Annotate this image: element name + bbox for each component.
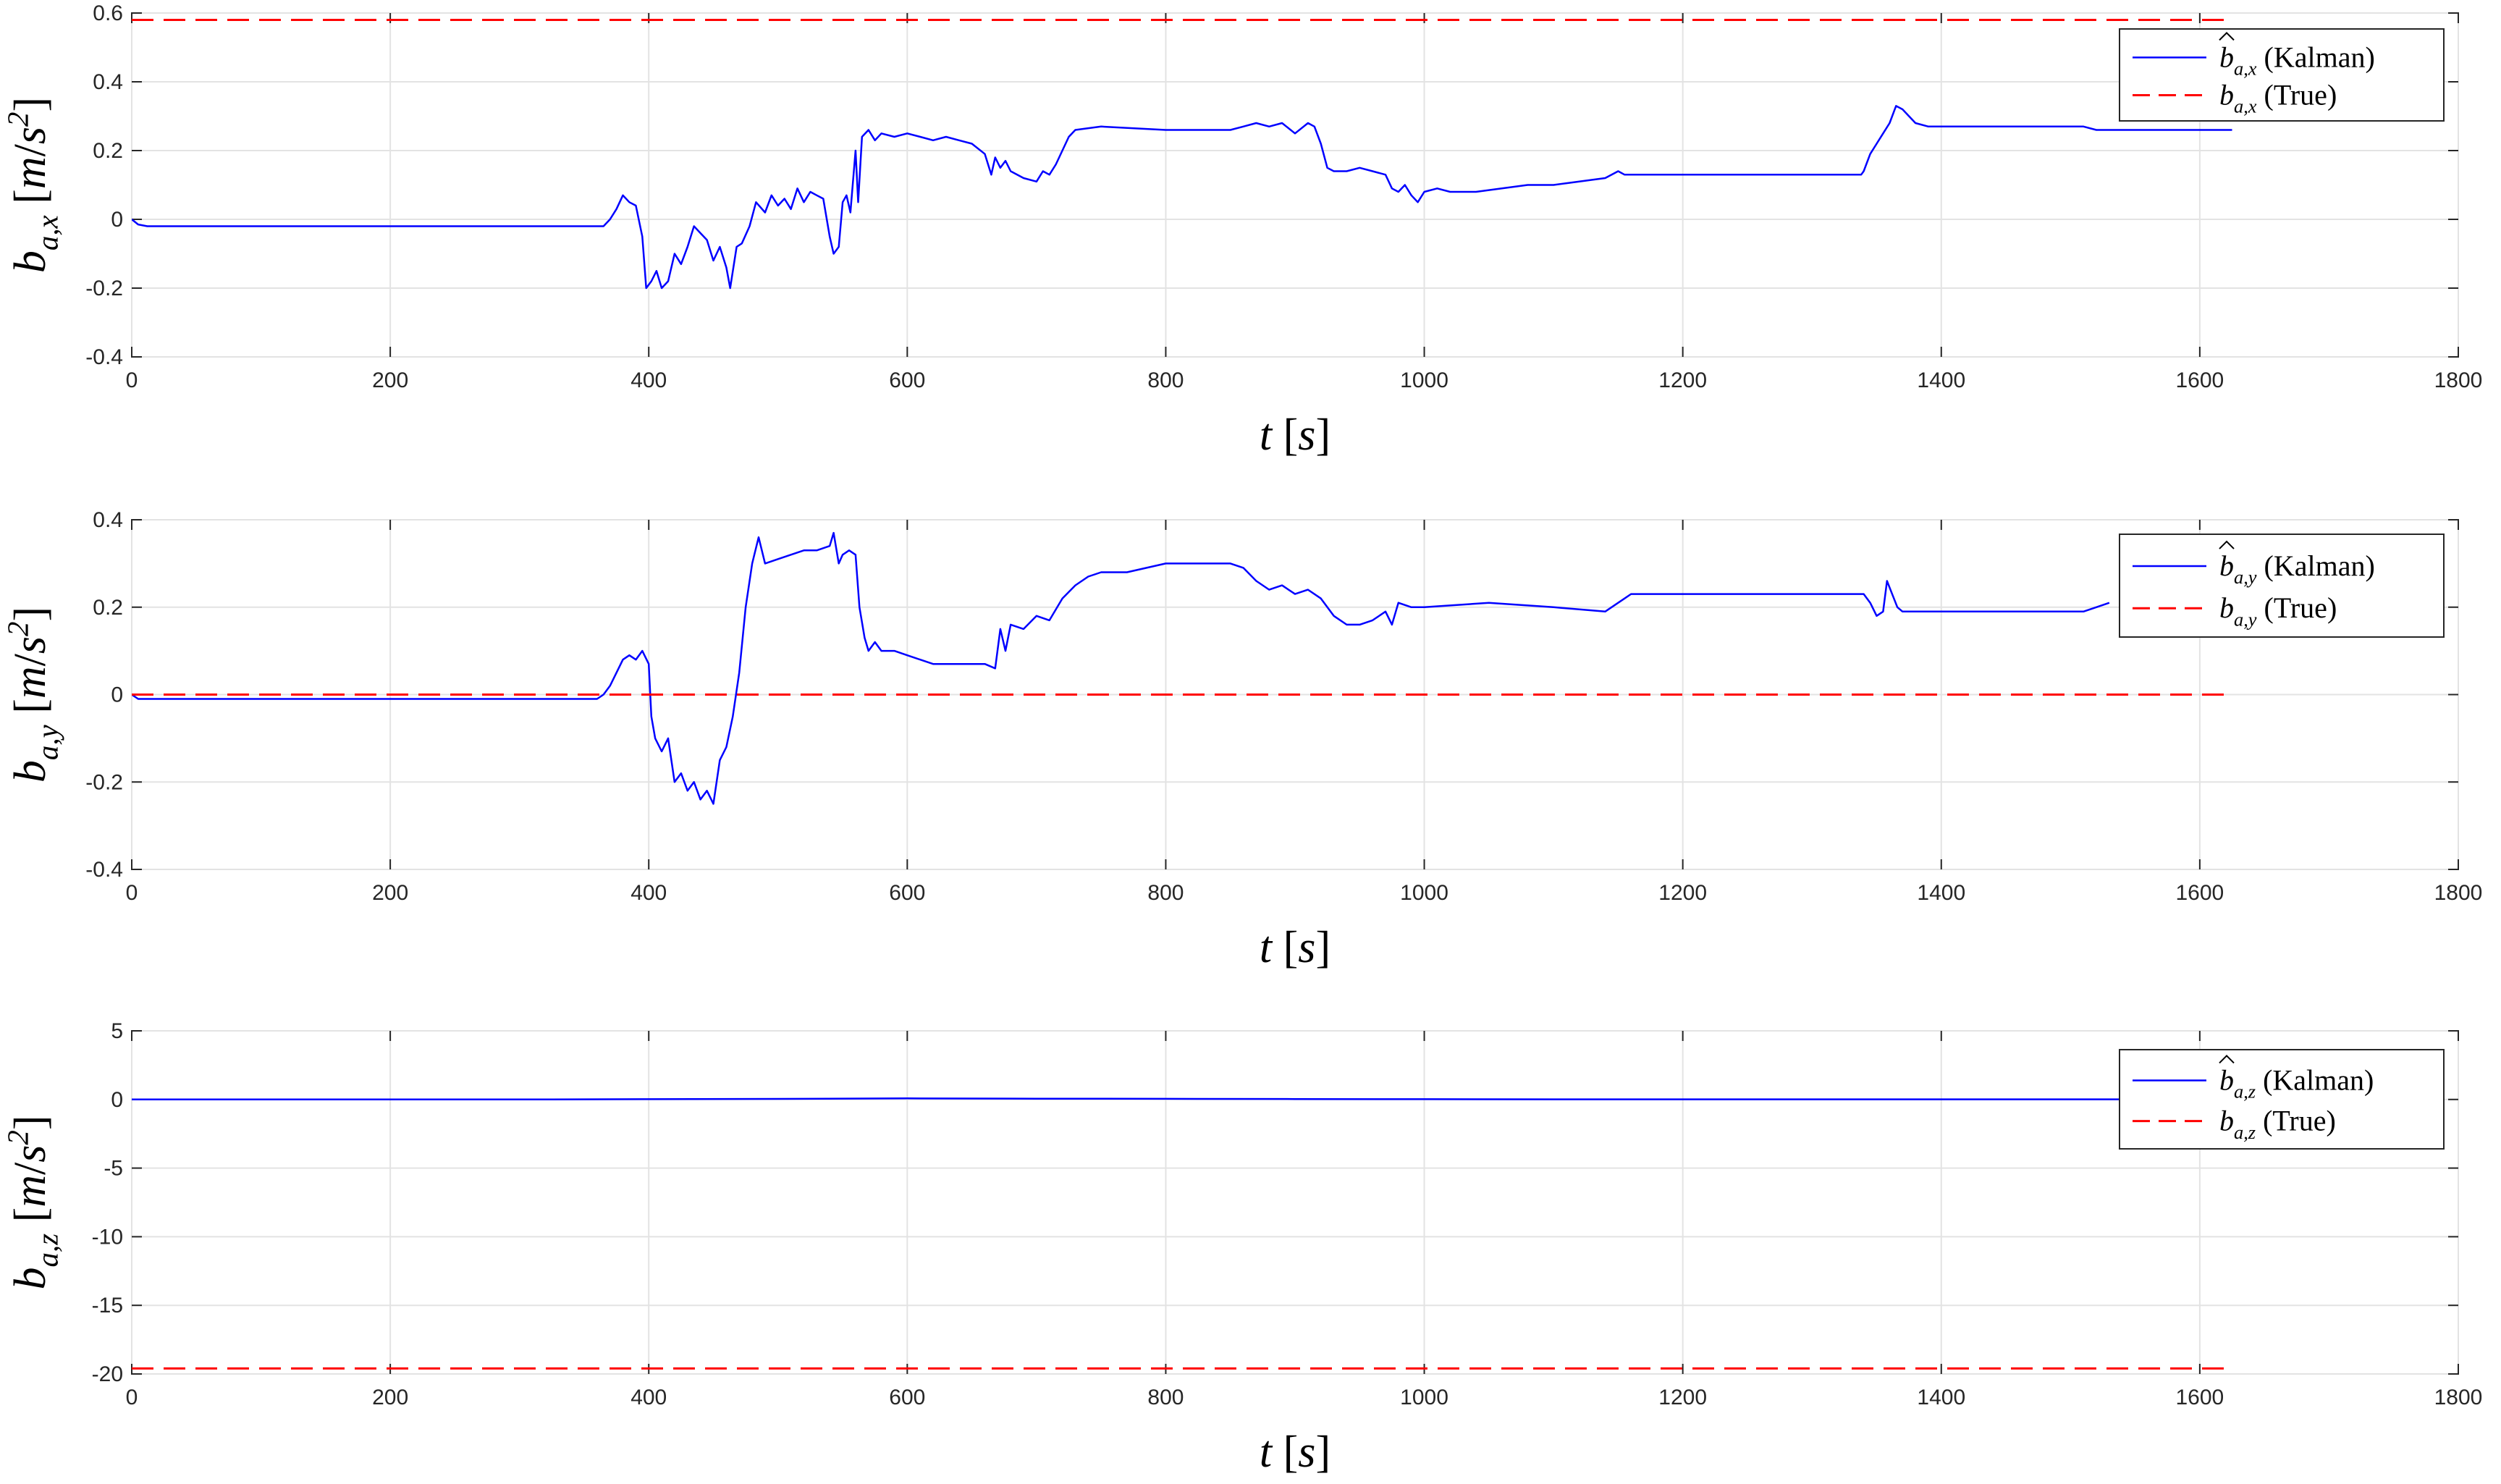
x-tick-label: 600 — [889, 1386, 925, 1409]
x-tick-label: 200 — [372, 881, 408, 905]
chart-3: 0 200 400 600 800 1000 1200 1400 1600 1800 -20 -15 -… — [1, 1019, 2482, 1477]
x-tick-label: 0 — [126, 1386, 138, 1409]
x-tick-label: 200 — [372, 1386, 408, 1409]
legend-label: ba,z (True) — [2219, 1105, 2336, 1143]
y-tick-label: -0.4 — [85, 858, 123, 882]
x-tick-label: 1000 — [1400, 368, 1448, 392]
x-tick-label: 1400 — [1917, 881, 1965, 905]
x-axis-label: t [s] — [1260, 1428, 1330, 1477]
legend-label: ba,x (Kalman) — [2219, 41, 2375, 79]
y-axis-label: ba,z [m/s2] — [1, 1115, 64, 1289]
x-axis-label: t [s] — [1260, 923, 1330, 972]
x-tick-label: 0 — [126, 368, 138, 392]
x-tick-label: 600 — [889, 881, 925, 905]
x-tick-label: 1400 — [1917, 1386, 1965, 1409]
x-tick-label: 800 — [1147, 368, 1184, 392]
y-tick-label: 0 — [111, 1088, 123, 1112]
y-tick-label: 0.6 — [93, 1, 123, 25]
y-tick-label: -10 — [92, 1225, 123, 1249]
x-tick-label: 1200 — [1658, 368, 1707, 392]
series-line-kalman — [132, 531, 2110, 805]
x-tick-label: 1800 — [2434, 881, 2483, 905]
legend-label: ba,z (Kalman) — [2219, 1063, 2374, 1102]
x-axis-label: t [s] — [1260, 410, 1330, 460]
y-tick-label: 0 — [111, 683, 123, 707]
y-tick-label: -0.2 — [85, 277, 123, 300]
x-tick-label: 400 — [630, 881, 667, 905]
x-tick-label: 1800 — [2434, 368, 2483, 392]
x-tick-label: 1200 — [1658, 881, 1707, 905]
y-tick-label: 0.2 — [93, 139, 123, 163]
y-axis-label: ba,x [m/s2] — [1, 97, 64, 273]
legend: ba,z (Kalman)ba,z (True) — [2119, 1049, 2445, 1150]
hat-accent — [2219, 1055, 2235, 1064]
y-tick-label: 0 — [111, 208, 123, 232]
legend-box — [2119, 534, 2445, 638]
y-tick-label: -0.2 — [85, 770, 123, 794]
legend-box — [2119, 1049, 2445, 1150]
legend-label: ba,y (True) — [2219, 591, 2337, 630]
x-tick-label: 1400 — [1917, 368, 1965, 392]
x-tick-label: 1200 — [1658, 1386, 1707, 1409]
hat-accent — [2219, 31, 2235, 41]
plot-area — [131, 12, 2459, 358]
y-tick-label: 5 — [111, 1019, 123, 1043]
x-tick-label: 1000 — [1400, 881, 1448, 905]
x-tick-label: 400 — [630, 1386, 667, 1409]
x-tick-label: 1600 — [2176, 881, 2224, 905]
legend-label: ba,y (Kalman) — [2219, 549, 2375, 588]
series-line-kalman — [132, 1097, 2232, 1101]
x-tick-label: 0 — [126, 881, 138, 905]
x-tick-label: 800 — [1147, 1386, 1184, 1409]
legend-box — [2119, 28, 2445, 122]
hat-accent — [2219, 540, 2235, 549]
y-tick-label: -5 — [104, 1157, 123, 1181]
legend-label: ba,x (True) — [2219, 78, 2337, 117]
x-tick-label: 200 — [372, 368, 408, 392]
y-axis-label: ba,y [m/s2] — [1, 607, 64, 783]
series-line-kalman — [132, 105, 2232, 290]
y-tick-label: -0.4 — [85, 345, 123, 369]
x-tick-label: 1600 — [2176, 1386, 2224, 1409]
y-tick-label: -15 — [92, 1294, 123, 1318]
x-tick-label: 600 — [889, 368, 925, 392]
x-tick-label: 400 — [630, 368, 667, 392]
y-tick-label: 0.4 — [93, 70, 123, 94]
chart-2: 0 200 400 600 800 1000 1200 1400 1600 1800 -0.4 -0.… — [1, 508, 2482, 972]
y-tick-label: 0.2 — [93, 596, 123, 620]
x-tick-label: 1800 — [2434, 1386, 2483, 1409]
x-tick-label: 1000 — [1400, 1386, 1448, 1409]
x-tick-label: 1600 — [2176, 368, 2224, 392]
y-tick-label: -20 — [92, 1362, 123, 1386]
legend: ba,y (Kalman)ba,y (True) — [2119, 534, 2445, 638]
x-tick-label: 800 — [1147, 881, 1184, 905]
plot-area — [131, 1030, 2459, 1375]
chart-1: 0 200 400 600 800 1000 1200 1400 1600 1800 -0.4 -0.… — [1, 1, 2482, 460]
y-tick-label: 0.4 — [93, 508, 123, 532]
legend: ba,x (Kalman)ba,x (True) — [2119, 28, 2445, 122]
